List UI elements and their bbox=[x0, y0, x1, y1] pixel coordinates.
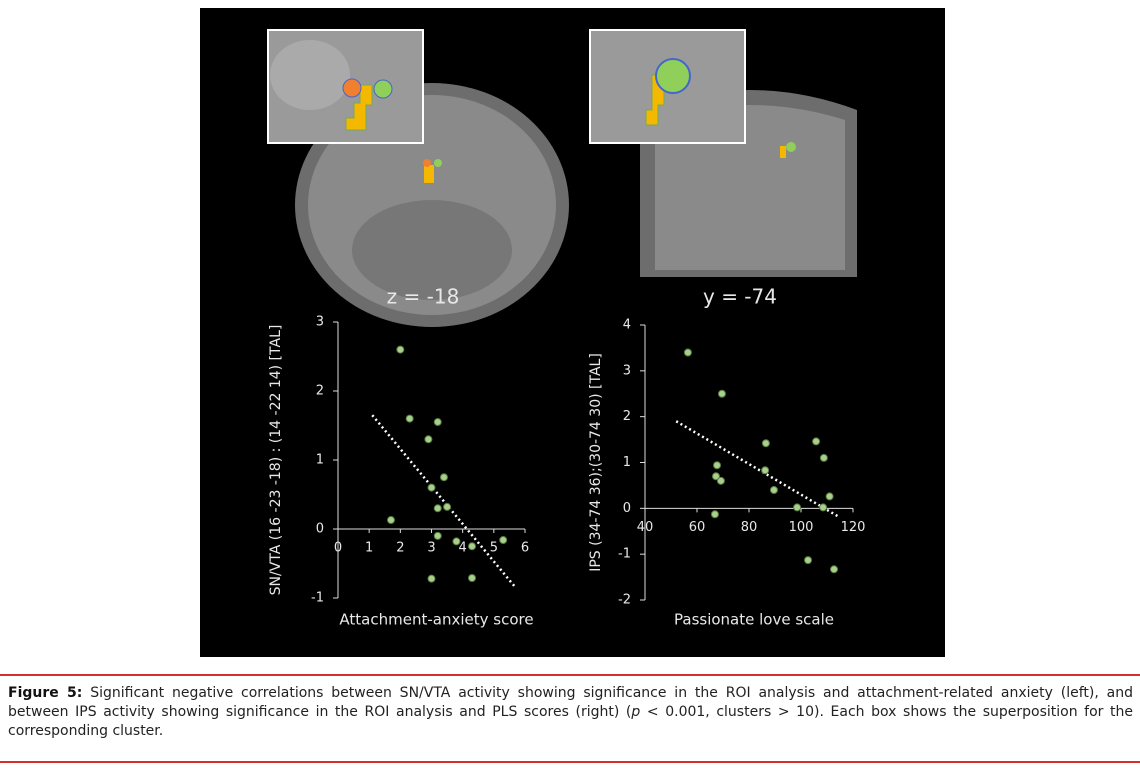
point bbox=[812, 437, 821, 446]
roi-green bbox=[434, 159, 442, 167]
point bbox=[769, 486, 778, 494]
point bbox=[761, 439, 770, 448]
point bbox=[433, 504, 442, 513]
point bbox=[793, 503, 802, 512]
y-tick-label: 4 bbox=[623, 318, 631, 333]
x-tick-label: 60 bbox=[689, 520, 706, 535]
y-tick-label: 0 bbox=[316, 522, 324, 537]
y-tick-label: 0 bbox=[623, 501, 631, 516]
point bbox=[819, 453, 828, 462]
x-tick-label: 80 bbox=[741, 520, 758, 535]
point bbox=[713, 461, 722, 470]
activation bbox=[424, 165, 434, 183]
point bbox=[468, 542, 477, 551]
point bbox=[804, 556, 813, 565]
point bbox=[452, 537, 461, 546]
caption-italic: p bbox=[631, 704, 641, 720]
x-tick-label: 40 bbox=[637, 520, 654, 535]
panel-label: z = -18 bbox=[387, 285, 460, 309]
x-tick-label: 6 bbox=[521, 541, 529, 556]
point bbox=[427, 574, 436, 583]
point bbox=[716, 476, 725, 485]
inset-tissue bbox=[270, 40, 350, 110]
point bbox=[433, 531, 442, 540]
x-tick-label: 0 bbox=[334, 541, 342, 556]
point bbox=[825, 492, 834, 501]
y-axis-label: SN/VTA (16 -23 -18) : (14 -22 14) [TAL] bbox=[268, 325, 284, 596]
inset-roi-green bbox=[655, 58, 691, 94]
x-tick-label: 5 bbox=[490, 541, 498, 556]
point bbox=[433, 418, 442, 427]
y-tick-label: -2 bbox=[618, 593, 631, 608]
point bbox=[711, 472, 720, 481]
x-tick-label: 100 bbox=[789, 520, 814, 535]
point bbox=[819, 503, 828, 512]
panel-label: y = -74 bbox=[703, 285, 777, 309]
y-tick-label: -1 bbox=[311, 591, 324, 606]
point bbox=[499, 536, 508, 545]
y-axis-label: IPS (34-74 36);(30-74 30) [TAL] bbox=[588, 353, 604, 572]
y-tick-label: 3 bbox=[316, 315, 324, 330]
point bbox=[396, 345, 405, 354]
roi-green bbox=[786, 142, 796, 152]
point bbox=[439, 473, 448, 482]
trendline bbox=[675, 420, 841, 519]
y-tick-label: 2 bbox=[623, 409, 631, 424]
roi-orange bbox=[423, 159, 431, 167]
inset-roi-green bbox=[373, 79, 393, 99]
caption-text: Significant negative correlations betwee… bbox=[8, 685, 1134, 720]
x-axis-label: Passionate love scale bbox=[674, 611, 834, 629]
caption-rule bbox=[0, 674, 1140, 676]
x-tick-label: 2 bbox=[396, 541, 404, 556]
cerebellum bbox=[352, 200, 512, 300]
point bbox=[424, 435, 433, 444]
point bbox=[761, 466, 770, 475]
point bbox=[405, 414, 414, 423]
y-tick-label: 3 bbox=[623, 363, 631, 378]
y-tick-label: -1 bbox=[618, 547, 631, 562]
caption: Figure 5: Significant negative correlati… bbox=[8, 684, 1133, 741]
caption-label: Figure 5: bbox=[8, 685, 83, 701]
point bbox=[710, 510, 719, 519]
x-axis-label: Attachment-anxiety score bbox=[339, 611, 533, 629]
y-tick-label: 2 bbox=[316, 384, 324, 399]
x-tick-label: 3 bbox=[427, 541, 435, 556]
activation bbox=[780, 146, 786, 158]
inset-activation bbox=[345, 84, 373, 131]
point bbox=[717, 389, 726, 398]
x-tick-label: 4 bbox=[459, 541, 467, 556]
point bbox=[468, 573, 477, 582]
point bbox=[683, 348, 692, 357]
figure: z = -18 y = -74 -1 0 1 2 3 0 1 2 3 4 5 6 Attachment-… bbox=[200, 8, 945, 657]
y-tick-label: 1 bbox=[623, 455, 631, 470]
caption-rule bbox=[0, 761, 1140, 763]
point bbox=[427, 483, 436, 492]
caption-text: < 0.001, clusters > 10). Each box shows … bbox=[8, 704, 1133, 739]
point bbox=[443, 502, 452, 511]
trendline bbox=[371, 414, 517, 589]
x-tick-label: 1 bbox=[365, 541, 373, 556]
inset-roi-orange bbox=[342, 78, 362, 98]
point bbox=[386, 516, 395, 525]
brain-coronal-inner bbox=[655, 105, 845, 270]
x-tick-label: 120 bbox=[841, 520, 866, 535]
point bbox=[830, 565, 839, 574]
y-tick-label: 1 bbox=[316, 453, 324, 468]
